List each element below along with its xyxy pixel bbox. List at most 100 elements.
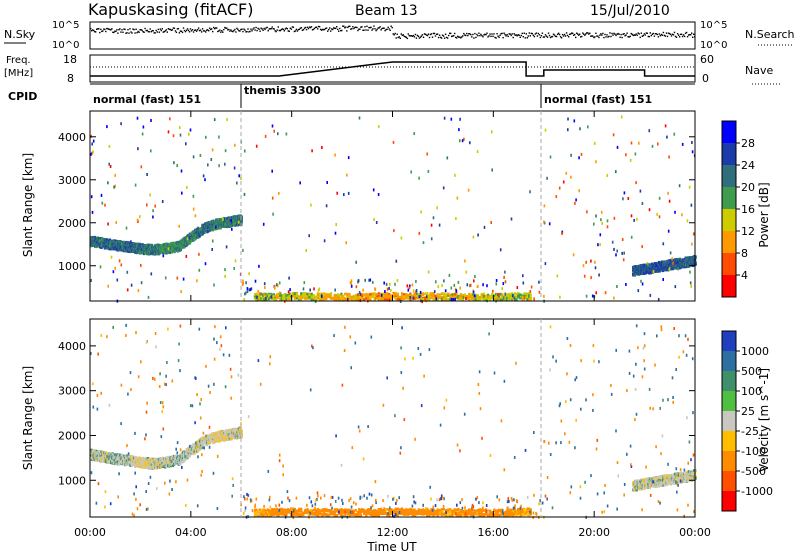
- range-cell: [662, 278, 664, 281]
- noise-point: [583, 33, 585, 35]
- range-cell: [558, 186, 561, 190]
- noise-point: [613, 32, 615, 35]
- range-cell: [543, 294, 545, 298]
- noise-point: [571, 32, 573, 34]
- range-cell: [179, 133, 182, 137]
- noise-point: [668, 32, 671, 35]
- range-cell: [314, 298, 317, 302]
- range-cell: [363, 298, 366, 301]
- noise-point: [295, 28, 298, 31]
- range-cell: [309, 288, 311, 292]
- noise-point: [569, 33, 571, 35]
- range-cell: [459, 139, 461, 143]
- range-cell: [494, 298, 497, 302]
- range-cell: [561, 232, 563, 235]
- noise-point: [247, 28, 249, 30]
- noise-point: [403, 35, 405, 37]
- noise-point: [169, 28, 172, 31]
- range-cell: [412, 296, 415, 300]
- range-cell: [394, 282, 396, 286]
- range-cell: [668, 155, 670, 159]
- range-cell: [274, 294, 277, 298]
- noise-point: [584, 34, 586, 36]
- range-cell: [137, 147, 139, 151]
- noise-point: [555, 35, 558, 38]
- noise-point: [147, 30, 149, 33]
- noise-point: [123, 28, 125, 30]
- noise-point: [643, 33, 645, 35]
- range-cell: [350, 298, 353, 302]
- noise-point: [363, 29, 365, 31]
- range-cell: [398, 296, 401, 299]
- noise-point: [477, 35, 479, 37]
- range-cell: [655, 267, 658, 271]
- range-cell: [658, 215, 661, 219]
- range-cell: [379, 298, 383, 301]
- range-cell: [657, 298, 660, 301]
- range-cell: [377, 193, 380, 196]
- range-cell: [337, 296, 341, 300]
- range-cell: [429, 292, 431, 296]
- noise-point: [161, 28, 163, 30]
- range-cell: [459, 292, 462, 296]
- noise-point: [462, 35, 464, 37]
- range-cell: [504, 270, 506, 274]
- noise-point: [408, 34, 410, 37]
- range-cell: [266, 298, 269, 301]
- noise-point: [227, 29, 229, 31]
- range-cell: [140, 281, 143, 285]
- noise-point: [171, 29, 174, 31]
- range-cell: [104, 457, 107, 460]
- range-cell: [271, 297, 274, 300]
- range-cell: [319, 298, 322, 302]
- noise-point: [242, 30, 244, 33]
- range-cell: [188, 236, 191, 240]
- range-cell: [240, 177, 242, 180]
- range-cell: [260, 292, 263, 296]
- range-cell: [168, 250, 171, 254]
- noise-point: [92, 29, 94, 31]
- range-cell: [268, 294, 271, 298]
- range-cell: [130, 283, 133, 287]
- range-cell: [510, 295, 513, 298]
- range-cell: [635, 181, 637, 185]
- range-cell: [359, 298, 362, 302]
- noise-point: [540, 35, 543, 37]
- range-cell: [430, 292, 433, 295]
- range-cell: [600, 218, 602, 222]
- range-cell: [483, 225, 486, 229]
- range-cell: [355, 260, 357, 264]
- noise-point: [299, 27, 302, 29]
- range-cell: [449, 298, 452, 302]
- range-cell: [495, 282, 498, 286]
- noise-point: [520, 34, 522, 37]
- range-cell: [125, 226, 128, 230]
- range-cell: [556, 274, 559, 278]
- noise-point: [100, 28, 102, 31]
- range-cell: [263, 296, 266, 300]
- range-cell: [319, 294, 322, 298]
- range-cell: [109, 165, 112, 168]
- range-cell: [340, 296, 343, 300]
- date-title: 15/Jul/2010: [590, 3, 670, 19]
- noise-point: [303, 27, 306, 29]
- range-cell: [270, 295, 273, 299]
- noise-point: [422, 36, 425, 38]
- noise-point: [212, 30, 214, 33]
- noise-point: [168, 28, 171, 30]
- range-cell: [435, 297, 438, 301]
- range-cell: [593, 141, 596, 145]
- noise-point: [314, 26, 317, 29]
- range-cell: [501, 287, 503, 291]
- noise-point: [202, 30, 205, 32]
- noise-point: [656, 33, 659, 36]
- range-cell: [114, 454, 117, 457]
- range-cell: [530, 285, 533, 289]
- range-cell: [348, 297, 351, 300]
- noise-point: [645, 32, 647, 34]
- range-cell: [445, 298, 448, 302]
- noise-point: [682, 34, 685, 36]
- noise-point: [238, 30, 240, 32]
- noise-point: [325, 27, 328, 29]
- noise-point: [275, 30, 277, 33]
